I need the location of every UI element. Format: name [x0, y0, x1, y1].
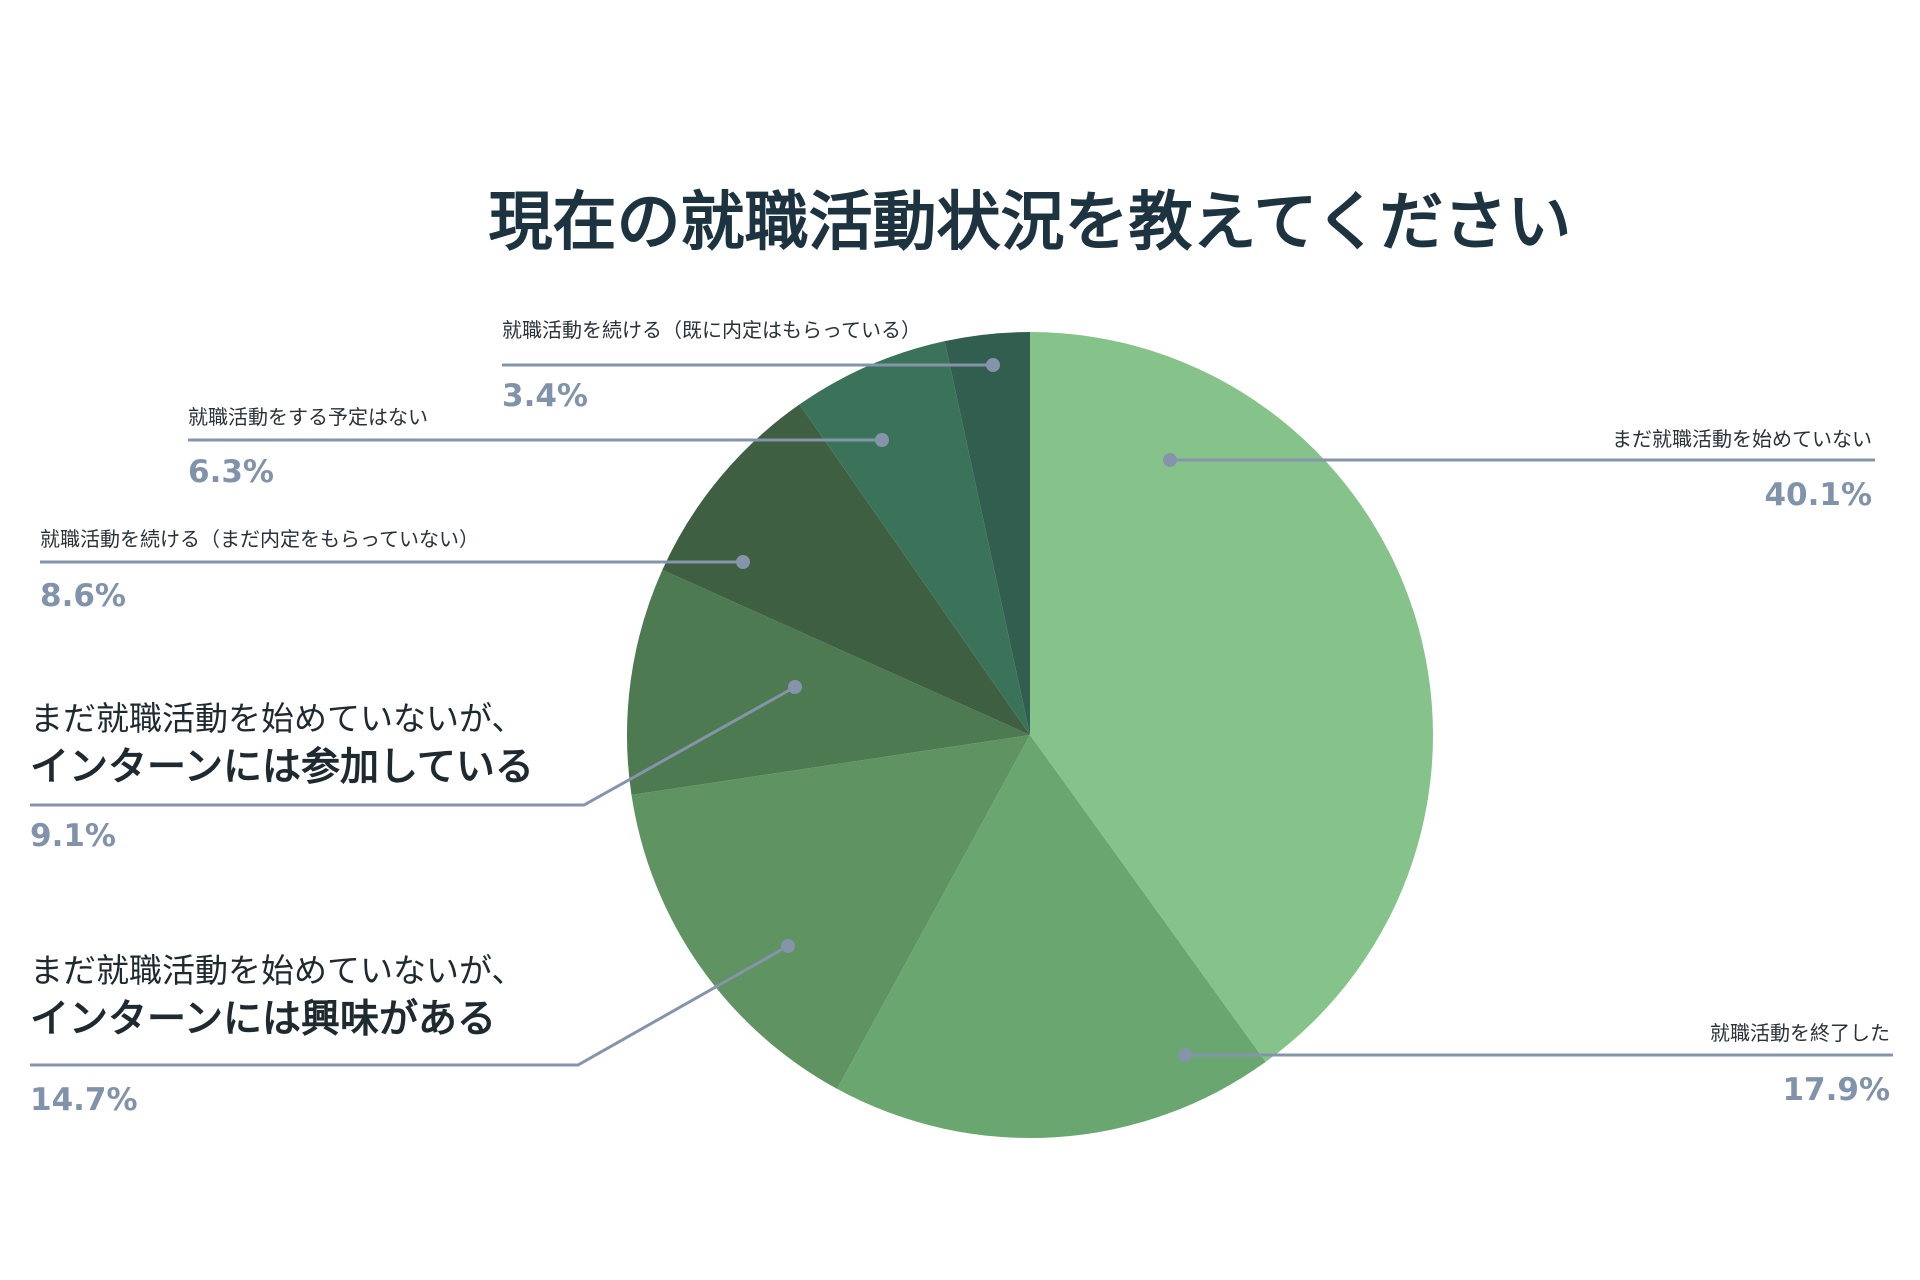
slice-value-label-1: 40.1% — [1764, 477, 1872, 513]
pie-slice-7 — [944, 332, 1030, 735]
leader-line-4 — [30, 685, 796, 807]
slice-labels: まだ就職活動を始めていない 40.1% 就職活動を終了した 17.9% まだ就職活動を始… — [30, 318, 1890, 1118]
slice-label-2: 就職活動を終了した — [1710, 1021, 1890, 1045]
leader-dot-7 — [986, 358, 1000, 372]
pie-slices — [626, 332, 1433, 1139]
slice-value-label-3: 14.7% — [30, 1082, 138, 1118]
slice-value-label-6: 6.3% — [188, 454, 274, 490]
leader-dot-3 — [781, 939, 795, 953]
slice-label-3-line-1: まだ就職活動を始めていないが、 — [30, 951, 524, 990]
slice-label-4-line-1: まだ就職活動を始めていないが、 — [30, 699, 524, 738]
slice-label-4-line-2: インターンには参加している — [30, 745, 534, 790]
pie-slice-3 — [631, 735, 1030, 1089]
leader-lines — [30, 358, 1893, 1067]
slice-value-label-7: 3.4% — [502, 378, 588, 414]
slice-label-6: 就職活動をする予定はない — [188, 405, 428, 429]
leader-dot-6 — [875, 433, 889, 447]
leader-dot-4 — [788, 680, 802, 694]
slice-value-label-5: 8.6% — [40, 578, 126, 614]
chart-title: 現在の就職活動状況を教えてください — [489, 186, 1572, 260]
leader-line-3 — [30, 944, 789, 1067]
slice-value-label-4: 9.1% — [30, 818, 116, 854]
leader-dot-2 — [1178, 1048, 1192, 1062]
slice-value-label-2: 17.9% — [1782, 1072, 1890, 1108]
leader-dot-5 — [736, 555, 750, 569]
slice-label-5: 就職活動を続ける（まだ内定をもらっていない） — [40, 527, 479, 551]
slice-label-7: 就職活動を続ける（既に内定はもらっている） — [502, 318, 921, 342]
slice-label-1: まだ就職活動を始めていない — [1612, 427, 1872, 451]
pie-slice-1 — [1030, 332, 1433, 1062]
slice-label-3-line-2: インターンには興味がある — [30, 997, 496, 1042]
pie-slice-2 — [837, 735, 1266, 1139]
leader-dot-1 — [1163, 453, 1177, 467]
pie-slice-5 — [662, 404, 1030, 735]
pie-slice-4 — [626, 569, 1030, 795]
